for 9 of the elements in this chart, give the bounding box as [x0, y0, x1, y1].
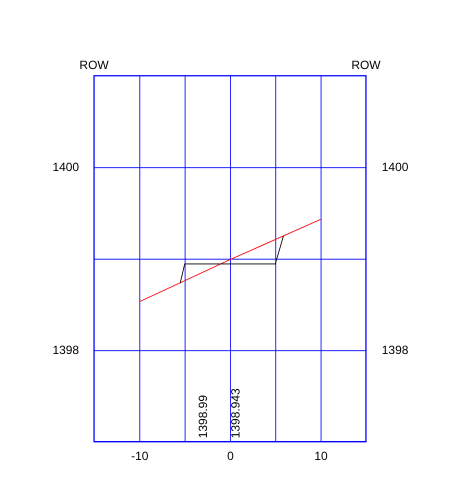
annotation: 1398.99 [196, 394, 210, 438]
annotation: 1398.943 [228, 388, 242, 438]
y2-tick-label: 1398 [382, 343, 409, 358]
x-tick-label: 0 [227, 449, 234, 464]
x-tick-label: 10 [314, 449, 328, 464]
y2-tick-label: 1400 [382, 160, 409, 174]
x-tick-label: -10 [131, 449, 149, 464]
text: ROW [351, 58, 382, 72]
text: ROW [79, 58, 110, 72]
